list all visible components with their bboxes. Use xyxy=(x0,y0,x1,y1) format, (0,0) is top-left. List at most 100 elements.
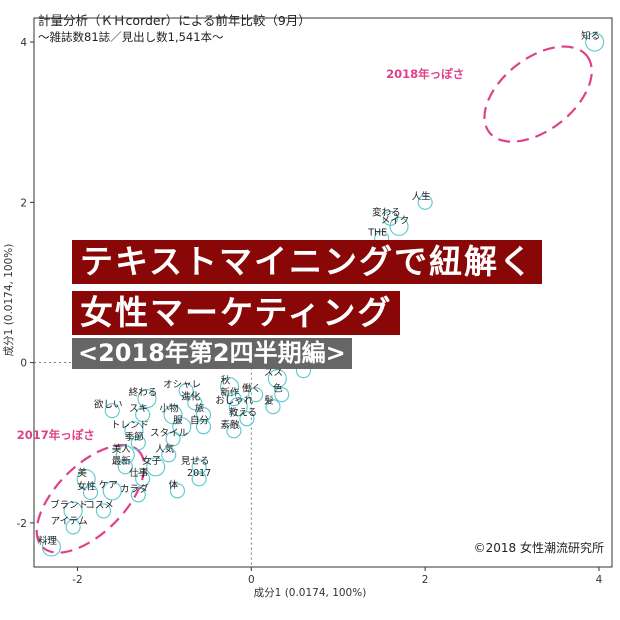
bubble xyxy=(267,369,287,389)
point-label: スタイル xyxy=(150,428,189,439)
bubble xyxy=(248,387,264,403)
point-label: THE xyxy=(367,227,387,238)
x-tick-label: 2 xyxy=(422,574,429,586)
point-label: ブランド xyxy=(50,499,88,511)
y-tick-label: 2 xyxy=(20,197,27,209)
bubble xyxy=(187,395,203,411)
ellipse-2017 xyxy=(35,444,146,554)
bubble xyxy=(161,447,177,463)
bubble xyxy=(82,484,99,501)
bubble xyxy=(585,32,605,52)
chart-title: 計量分析（ＫＨcorder）による前年比較（9月） xyxy=(38,13,311,28)
point-label: 仕事 xyxy=(129,467,149,479)
point-label: 季節 xyxy=(125,431,145,443)
point-label: おしゃれ xyxy=(215,396,254,407)
y-tick-label: 4 xyxy=(20,37,27,49)
bubble xyxy=(274,387,290,403)
point-label: スス xyxy=(264,368,283,379)
point-label: 新作 xyxy=(220,387,240,399)
point-label: 小物 xyxy=(160,403,180,415)
bubble xyxy=(135,471,151,487)
point-label: 終わる xyxy=(129,387,158,399)
point-label: アイテム xyxy=(51,516,88,527)
y-tick-label: -2 xyxy=(17,518,27,530)
point-label: 美 xyxy=(77,467,87,479)
point-label: オシャレ xyxy=(163,380,201,391)
bubble xyxy=(265,399,281,415)
point-label: 見せる xyxy=(181,456,210,467)
bubble xyxy=(102,481,122,501)
x-axis-ticks: -2 0 2 4 xyxy=(72,567,603,586)
bubble xyxy=(172,417,192,437)
point-label: 変わる xyxy=(372,206,401,218)
point-label: 服 xyxy=(173,416,183,427)
point-label: 料理 xyxy=(38,535,58,547)
bubble xyxy=(76,469,96,489)
bubble xyxy=(178,383,194,399)
point-label: 人気 xyxy=(155,443,175,455)
point-label: 欲しい xyxy=(94,399,123,411)
bubble xyxy=(191,459,207,475)
bubble xyxy=(195,407,212,423)
bubble xyxy=(41,537,61,557)
bubble xyxy=(65,519,81,535)
y-axis-title: 成分1 (0.0174, 100%) xyxy=(3,244,15,357)
point-label: ケア xyxy=(99,480,118,491)
bubble xyxy=(195,419,212,435)
bubble xyxy=(417,194,433,210)
banner-line-2: 女性マーケティング xyxy=(72,291,401,335)
bubble xyxy=(169,483,185,499)
point-label: 働く xyxy=(242,383,261,395)
bubble xyxy=(115,445,135,465)
banner-line-1: テキストマイニングで紐解く xyxy=(72,240,543,284)
x-tick-label: 4 xyxy=(596,574,603,586)
point-labels: 知る人生変わるメイクTHE美しいスス色髪秋働くオシャレ終わる進化新作おしゃれ欲し… xyxy=(38,30,600,547)
bubble xyxy=(137,389,157,409)
point-label: 体 xyxy=(169,479,179,491)
bubble xyxy=(165,431,181,447)
point-label: 女性 xyxy=(77,480,97,492)
point-label: メイク xyxy=(381,215,409,226)
point-label: 秋 xyxy=(221,375,231,387)
point-label: コスメ xyxy=(85,500,114,511)
point-label: 2017 xyxy=(187,468,211,479)
bubble xyxy=(191,471,207,487)
annotations: 2018年っぽさ 2017年っぽさ xyxy=(17,67,464,442)
point-label: カラダ xyxy=(120,483,149,495)
x-tick-label: -2 xyxy=(72,574,82,586)
x-tick-label: 0 xyxy=(248,574,255,586)
bubble xyxy=(226,423,242,439)
point-label: 教える xyxy=(229,407,257,419)
bubble xyxy=(124,421,144,441)
bubble xyxy=(220,377,240,397)
bubble xyxy=(95,503,112,519)
plot-frame xyxy=(33,17,613,568)
annotation-label: 2018年っぽさ xyxy=(386,67,464,81)
point-label: 色 xyxy=(273,383,283,395)
bubble xyxy=(130,435,146,451)
data-bubbles xyxy=(41,32,605,557)
bubble xyxy=(389,216,409,236)
bubble xyxy=(226,391,242,407)
point-label: 旅 xyxy=(195,403,205,415)
point-label: 最新 xyxy=(112,455,132,467)
x-axis-title: 成分1 (0.0174, 100%) xyxy=(254,587,367,599)
chart-subtitle: ～雑誌数81誌／見出し数1,541本～ xyxy=(38,30,224,44)
ellipse-2018 xyxy=(483,45,593,143)
bubble xyxy=(146,457,166,477)
y-tick-label: 0 xyxy=(20,358,27,370)
annotation-ellipses xyxy=(35,45,593,554)
bubble xyxy=(239,411,255,427)
bubble xyxy=(104,403,120,419)
point-label: スキ xyxy=(129,404,148,415)
bubble xyxy=(135,407,151,423)
y-axis-ticks: -2 0 2 4 xyxy=(17,37,34,530)
point-label: 自分 xyxy=(190,415,210,427)
point-label: 進化 xyxy=(181,391,201,403)
point-label: 髪 xyxy=(264,395,274,407)
bubble xyxy=(117,459,133,475)
point-label: 素敵 xyxy=(220,419,240,431)
point-label: トレンド xyxy=(111,420,149,431)
bubble xyxy=(228,397,248,417)
